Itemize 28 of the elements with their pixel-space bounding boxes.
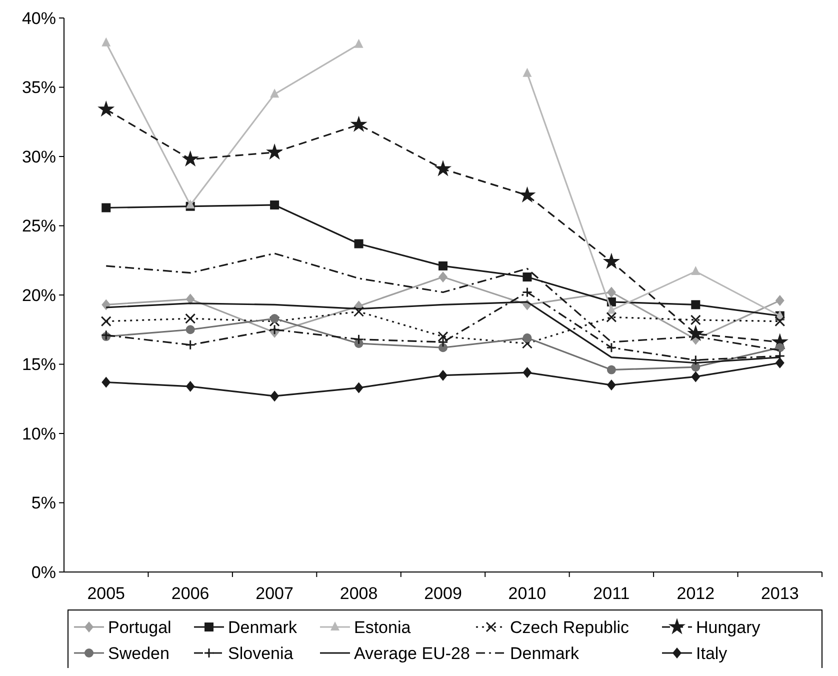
x-tick-label: 2011: [593, 584, 630, 603]
x-tick-label: 2006: [171, 584, 210, 603]
x-tick-label: 2005: [87, 584, 126, 603]
legend-label: Czech Republic: [510, 618, 630, 637]
y-tick-label: 5%: [31, 494, 56, 513]
y-tick-label: 15%: [22, 355, 56, 374]
legend-label: Italy: [696, 644, 728, 663]
y-tick-label: 0%: [31, 562, 56, 582]
y-tick-label: 30%: [22, 147, 56, 166]
x-tick-label: 2012: [676, 584, 715, 603]
legend-label: Denmark: [510, 644, 580, 663]
legend-label: Slovenia: [228, 644, 294, 663]
legend-label: Hungary: [696, 618, 761, 637]
legend-label: Average EU-28: [354, 644, 470, 663]
x-tick-label: 2008: [340, 584, 378, 603]
x-tick-label: 2009: [424, 584, 462, 603]
x-tick-label: 2010: [508, 584, 546, 603]
legend-label: Denmark: [228, 618, 298, 637]
legend-label: Estonia: [354, 618, 412, 637]
y-tick-label: 20%: [22, 286, 56, 305]
legend-label: Sweden: [108, 644, 170, 663]
y-tick-label: 10%: [22, 424, 56, 444]
x-tick-label: 2007: [256, 584, 294, 603]
x-tick-label: 2013: [760, 584, 799, 603]
y-tick-label: 35%: [22, 78, 56, 98]
y-tick-label: 40%: [22, 8, 56, 28]
legend-label: Portugal: [108, 618, 172, 637]
y-tick-label: 25%: [22, 216, 56, 236]
